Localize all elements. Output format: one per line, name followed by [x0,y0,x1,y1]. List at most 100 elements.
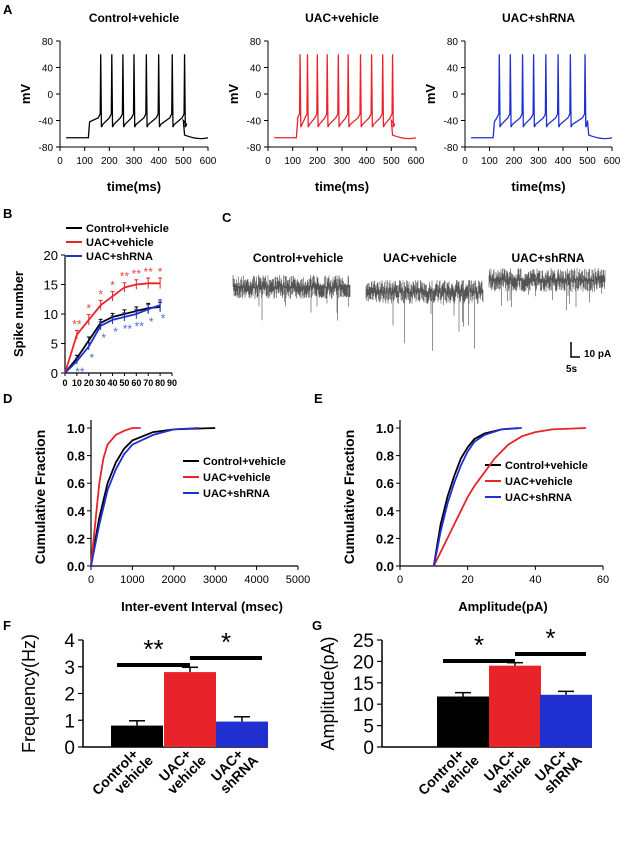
panel-e-xtick-label: 20 [462,574,474,586]
panel-d-ytick-label: 0.6 [67,476,85,491]
panel-b-legend-label-0: Control+vehicle [86,223,169,235]
panel-g-bar-2 [540,694,592,747]
panel-b-sig-blue: * [89,351,94,365]
panel-b-sig-red: ** [144,265,154,279]
panel-g-ytick-label: 15 [353,674,374,695]
panel-d-line-2 [90,427,199,567]
panel-a-trace-2 [471,54,613,140]
panel-c-title-uac-shrna: UAC+shRNA [511,251,584,265]
panel-letter-g: G [312,618,322,633]
panel-g-sig-text-0: * [474,630,484,660]
panel-e-ytick-label: 0.4 [376,504,395,519]
panel-e-legend-label-2: UAC+shRNA [505,492,572,504]
panel-e-line-2 [432,427,522,567]
panel-a-ytick-label-2: 40 [447,64,459,75]
panel-e-xtick-label: 40 [529,574,541,586]
panel-a-ytick-label-0: 80 [42,37,54,48]
panel-a-xtick-label-0: 200 [101,156,118,167]
panel-g-category-label-0: Control+vehicle [415,741,482,808]
panel-f: 0 1 2 3 4 Frequency(Hz) Control+vehicle UAC+veh… [19,627,268,808]
panel-g-sig-text-1: * [545,623,555,653]
panel-a-xtick-label-2: 600 [604,156,621,167]
panel-a-ytick-label-1: 0 [255,90,261,101]
panel-g-bar-0 [437,696,489,747]
panel-a-xtick-label-0: 300 [126,156,143,167]
panel-c-trace-0 [232,275,351,321]
panel-letter-f: F [3,618,11,633]
panel-e-ytick-label: 0.6 [376,476,394,491]
panel-b-line-1 [64,282,161,374]
panel-d-xtick-label: 0 [88,574,94,586]
panel-c-scale-time: 5s [566,364,578,375]
panel-g: 0510152025Amplitude(pA)Control+vehicleUA… [318,623,592,808]
panel-f-ytick-label: 2 [64,685,75,706]
panel-d-xtick-label: 3000 [203,574,227,586]
panel-a-xtick-label-1: 500 [383,156,400,167]
panel-c-trace-2 [488,268,606,310]
panel-e-ytick-label: 0.0 [376,559,394,574]
panel-b-legend-label-2: UAC+shRNA [86,251,153,263]
panel-f-category-label-1: UAC+vehicle [153,741,209,797]
panel-a-xtick-label-2: 0 [462,156,468,167]
panel-g-ytick-label: 20 [353,652,374,673]
panel-a-ytick-label-1: 40 [250,64,262,75]
panel-d-xtick-label: 4000 [244,574,268,586]
panel-b-sig-blue: * [113,325,118,339]
panel-b-ytick-label: 0 [51,366,58,381]
panel-d-legend-label-2: UAC+shRNA [203,488,270,500]
panel-e-ytick-label: 0.2 [376,531,394,546]
panel-e-legend-label-0: Control+vehicle [505,460,588,472]
panel-a-xlabel-0: time(ms) [107,179,161,194]
panel-f-ytick-label: 3 [64,658,75,679]
panel-a-trace-0 [66,54,209,140]
panel-b-ytick-label: 20 [44,248,58,263]
panel-a-xtick-label-0: 400 [150,156,167,167]
panel-f-category-label-0: Control+vehicle [89,741,156,808]
panel-b-xtick-label: 30 [96,378,106,388]
panel-d: 0.0 0.2 0.4 0.6 0.8 1.0 0 1000 2000 3000 4000 5000 C… [32,420,310,614]
panel-d-xtick-label: 1000 [120,574,144,586]
panel-g-ytick-label: 25 [353,631,374,652]
panel-f-category-label-2: UAC+shRNA [206,742,261,797]
panel-a-ytick-label-1: -40 [247,117,262,128]
panel-f-ytick-label: 0 [64,738,75,759]
panel-f-bar-0 [111,725,163,747]
panel-d-ytick-label: 0.4 [67,504,86,519]
panel-b-ytick-label: 10 [44,307,58,322]
panel-b-xtick-label: 0 [62,378,67,388]
panel-b-sig-red: * [158,265,163,279]
panel-a-xtick-label-1: 600 [408,156,425,167]
panel-b-sig-red: * [98,287,103,301]
panel-d-line-0 [90,427,216,567]
panel-a-title-1: UAC+vehicle [305,11,379,25]
panel-b-ytick-label: 15 [44,278,58,293]
panel-b-xtick-label: 50 [119,378,129,388]
panel-f-bar-2 [216,721,268,747]
panel-a-ylabel-1: mV [226,84,241,105]
panel-e-ytick-label: 1.0 [376,421,394,436]
panel-f-ytick-label: 4 [64,631,75,652]
panel-e-line-1 [432,427,587,567]
panel-b-sig-blue: ** [123,322,133,336]
panel-f-ytick-label: 1 [64,711,75,732]
panel-b-ylabel: Spike number [11,271,26,357]
panel-g-ytick-label: 5 [363,717,374,738]
panel-a-xtick-label-0: 500 [175,156,192,167]
panel-a-title-2: UAC+shRNA [502,11,575,25]
panel-e-legend-label-1: UAC+vehicle [505,476,573,488]
panel-g-bar-1 [489,665,541,747]
panel-a-ylabel-0: mV [18,84,33,105]
panel-a-ytick-label-2: 80 [447,37,459,48]
panel-b-ytick-label: 5 [51,337,58,352]
panel-e-xtick-label: 60 [597,574,609,586]
panel-d-legend-label-1: UAC+vehicle [203,472,271,484]
panel-a-xtick-label-0: 100 [76,156,93,167]
panel-letter-c: C [222,210,232,225]
panel-c-trace-1 [365,280,484,351]
panel-a-trace-1 [274,54,417,140]
panel-letter-a: A [3,2,13,17]
panel-a-ytick-label-0: 40 [42,64,54,75]
panel-b-sig-red: ** [72,318,82,332]
